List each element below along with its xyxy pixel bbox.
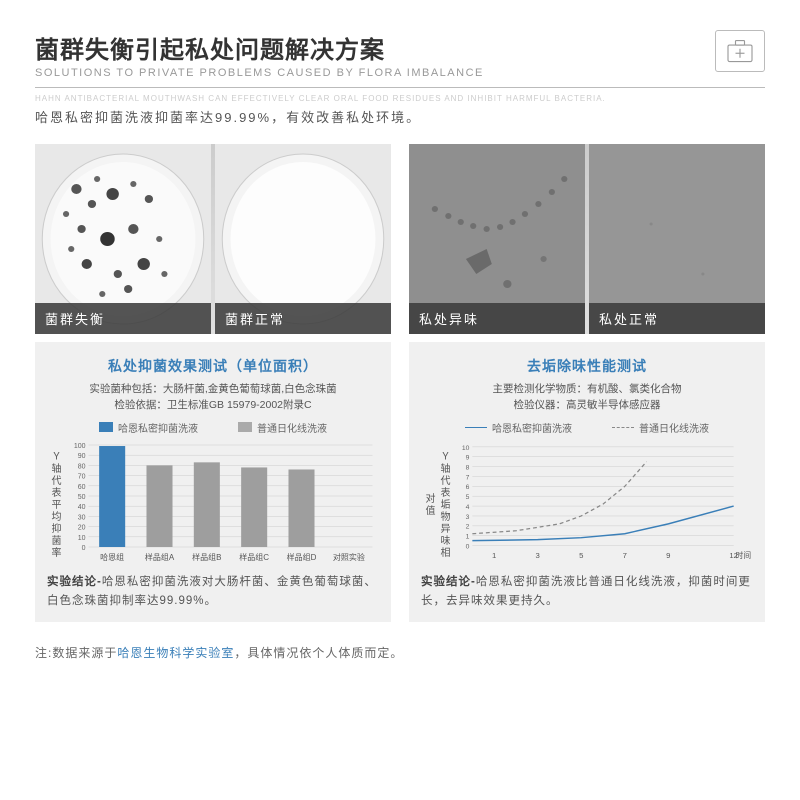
- svg-text:9: 9: [466, 454, 470, 461]
- svg-text:时间: 时间: [736, 550, 752, 560]
- svg-text:30: 30: [78, 514, 86, 521]
- svg-text:20: 20: [78, 524, 86, 531]
- image-flora-imbalance: 菌群失衡: [35, 144, 211, 334]
- svg-text:对照实验: 对照实验: [333, 552, 365, 562]
- image-normal: 私处正常: [589, 144, 765, 334]
- chart-conclusion: 实验结论-哈恩私密抑菌洗液对大肠杆菌、金黄色葡萄球菌、白色念珠菌抑制率达99.9…: [47, 573, 379, 612]
- svg-text:70: 70: [78, 473, 86, 480]
- svg-text:8: 8: [466, 464, 470, 471]
- images-row: 菌群失衡 菌群正常 私处异味: [35, 144, 765, 334]
- image-pair-right: 私处异味 私处正常: [409, 144, 765, 334]
- svg-text:1: 1: [466, 533, 470, 540]
- svg-text:5: 5: [579, 551, 583, 560]
- medical-kit-icon: [715, 30, 765, 72]
- svg-text:7: 7: [623, 551, 627, 560]
- header: 菌群失衡引起私处问题解决方案 SOLUTIONS TO PRIVATE PROB…: [35, 30, 765, 88]
- svg-text:0: 0: [82, 545, 86, 552]
- bar-chart: 0 10 20 30 40 50 60 70 80 90 100 哈恩组 样品组A 样品组B 样品组C 样品组…: [64, 443, 379, 563]
- svg-text:1: 1: [492, 551, 496, 560]
- image-label: 菌群失衡: [35, 303, 211, 334]
- chart-panel-line: 去垢除味性能测试 主要检测化学物质：有机酸、氯类化合物 检验仪器：高灵敏半导体感…: [409, 342, 765, 622]
- chart-title: 去垢除味性能测试: [421, 356, 753, 376]
- chart-conclusion: 实验结论-哈恩私密抑菌洗液比普通日化线洗液，抑菌时间更长，去异味效果更持久。: [421, 573, 753, 612]
- svg-text:7: 7: [466, 474, 470, 481]
- svg-text:90: 90: [78, 453, 86, 460]
- image-odor: 私处异味: [409, 144, 585, 334]
- svg-text:50: 50: [78, 494, 86, 501]
- svg-text:哈恩组: 哈恩组: [100, 552, 124, 562]
- svg-text:2: 2: [466, 523, 470, 530]
- svg-text:6: 6: [466, 484, 470, 491]
- line-chart: 0123456789101357912时间: [453, 443, 753, 563]
- svg-text:样品组B: 样品组B: [192, 552, 221, 562]
- svg-text:10: 10: [78, 534, 86, 541]
- image-label: 菌群正常: [215, 303, 391, 334]
- chart-title: 私处抑菌效果测试（单位面积）: [47, 356, 379, 376]
- footnote: 注:数据来源于哈恩生物科学实验室，具体情况依个人体质而定。: [35, 644, 765, 661]
- image-label: 私处异味: [409, 303, 585, 334]
- svg-text:10: 10: [462, 444, 470, 451]
- y-axis-label: Ｙ轴代表垢物异味相对值: [421, 443, 453, 563]
- chart-legend: 哈恩私密抑菌洗液 普通日化线洗液: [47, 420, 379, 435]
- svg-text:100: 100: [74, 443, 86, 450]
- page-title: 菌群失衡引起私处问题解决方案: [35, 30, 715, 65]
- image-pair-left: 菌群失衡 菌群正常: [35, 144, 391, 334]
- svg-text:9: 9: [666, 551, 670, 560]
- svg-text:0: 0: [466, 543, 470, 550]
- svg-text:40: 40: [78, 504, 86, 511]
- charts-row: 私处抑菌效果测试（单位面积） 实验菌种包括：大肠杆菌,金黄色葡萄球菌,白色念珠菌…: [35, 342, 765, 622]
- svg-text:4: 4: [466, 504, 470, 511]
- y-axis-label: Ｙ轴代表平均抑菌率: [47, 443, 64, 563]
- chart-panel-bar: 私处抑菌效果测试（单位面积） 实验菌种包括：大肠杆菌,金黄色葡萄球菌,白色念珠菌…: [35, 342, 391, 622]
- desc-cn: 哈恩私密抑菌洗液抑菌率达99.99%，有效改善私处环境。: [35, 107, 765, 126]
- svg-text:样品组A: 样品组A: [145, 552, 175, 562]
- svg-text:80: 80: [78, 463, 86, 470]
- svg-text:样品组C: 样品组C: [239, 552, 269, 562]
- svg-text:5: 5: [466, 494, 470, 501]
- image-label: 私处正常: [589, 303, 765, 334]
- svg-text:60: 60: [78, 483, 86, 490]
- image-flora-normal: 菌群正常: [215, 144, 391, 334]
- subtitle-en: SOLUTIONS TO PRIVATE PROBLEMS CAUSED BY …: [35, 67, 715, 79]
- svg-text:3: 3: [466, 513, 470, 520]
- svg-text:样品组D: 样品组D: [287, 552, 317, 562]
- chart-meta: 实验菌种包括：大肠杆菌,金黄色葡萄球菌,白色念珠菌 检验依据：卫生标准GB 15…: [47, 382, 379, 414]
- svg-text:3: 3: [536, 551, 540, 560]
- desc-en: HAHN ANTIBACTERIAL MOUTHWASH CAN EFFECTI…: [35, 94, 765, 103]
- chart-meta: 主要检测化学物质：有机酸、氯类化合物 检验仪器：高灵敏半导体感应器: [421, 382, 753, 414]
- chart-legend: 哈恩私密抑菌洗液 普通日化线洗液: [421, 420, 753, 435]
